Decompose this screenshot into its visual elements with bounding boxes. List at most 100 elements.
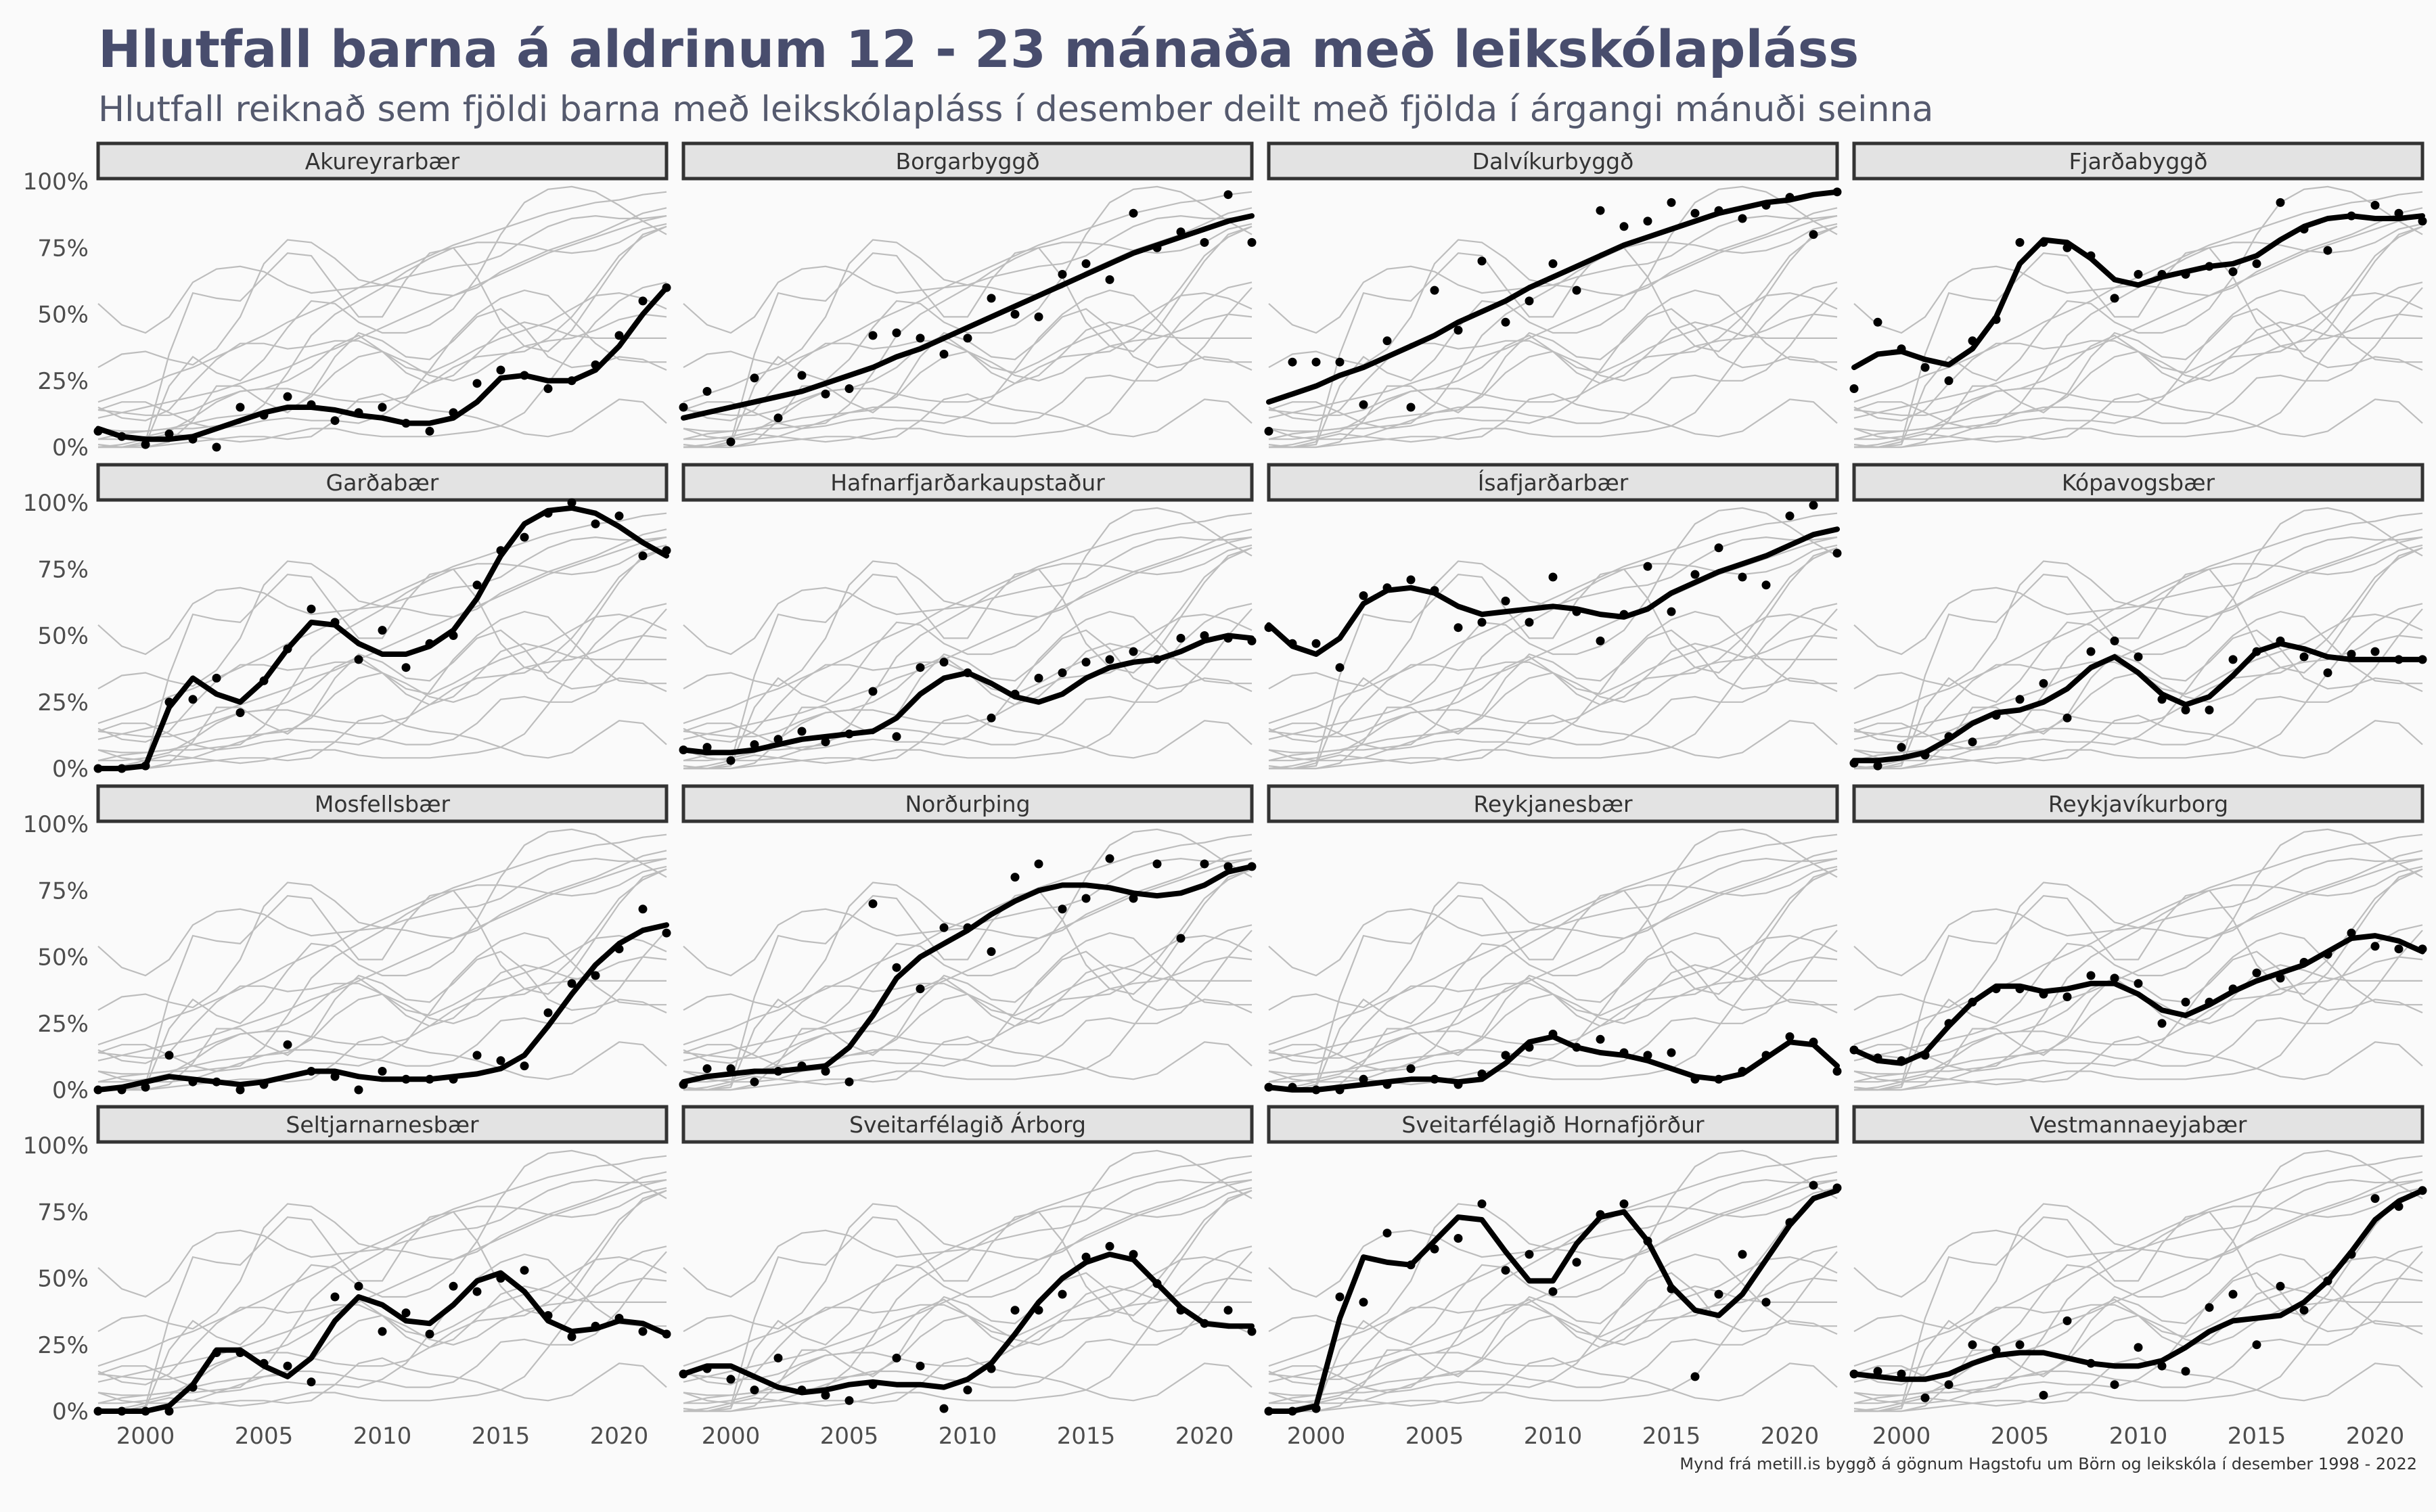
background-series-line bbox=[97, 610, 667, 751]
data-point bbox=[1873, 317, 1882, 327]
background-series-line bbox=[1268, 1189, 1838, 1380]
data-point bbox=[726, 1064, 736, 1074]
trend-line bbox=[1266, 526, 1840, 657]
x-tick-label: 2020 bbox=[1175, 1423, 1234, 1450]
data-point bbox=[1406, 575, 1416, 585]
background-series-line bbox=[683, 393, 1253, 449]
background-series-line bbox=[683, 292, 1253, 421]
data-point bbox=[259, 411, 269, 420]
data-point bbox=[2039, 990, 2048, 999]
data-point bbox=[2205, 262, 2214, 271]
background-series-line bbox=[683, 932, 1252, 1072]
data-point bbox=[307, 604, 316, 614]
data-point bbox=[1477, 618, 1487, 627]
data-point bbox=[1081, 259, 1091, 269]
facet-strip-label: Sveitarfélagið Hornafjörður bbox=[1401, 1112, 1705, 1138]
data-point bbox=[188, 695, 198, 704]
data-point bbox=[1058, 270, 1067, 279]
data-point bbox=[1200, 631, 1209, 640]
background-series-line bbox=[97, 868, 667, 1059]
data-point bbox=[2181, 270, 2190, 279]
data-point bbox=[591, 360, 600, 369]
background-series-line bbox=[683, 528, 1253, 656]
data-point bbox=[987, 947, 996, 957]
data-point bbox=[2039, 237, 2048, 247]
data-point bbox=[1761, 1298, 1771, 1307]
background-series-line bbox=[1853, 850, 2423, 977]
data-point bbox=[2299, 1306, 2309, 1315]
background-series-line bbox=[683, 281, 1253, 449]
data-point bbox=[1897, 344, 1906, 354]
background-series-line bbox=[683, 1189, 1253, 1380]
data-point bbox=[2394, 655, 2404, 664]
data-point bbox=[1785, 511, 1795, 521]
background-series-line bbox=[1853, 1179, 2423, 1383]
data-point bbox=[1832, 549, 1842, 558]
background-series-line bbox=[98, 1189, 667, 1413]
data-point bbox=[773, 1353, 783, 1362]
y-tick-label: 25% bbox=[37, 1011, 89, 1038]
data-point bbox=[939, 1404, 949, 1413]
background-series-line bbox=[1268, 287, 1838, 440]
data-point bbox=[1081, 658, 1091, 667]
data-point bbox=[1152, 1279, 1162, 1288]
x-tick-label: 2020 bbox=[590, 1423, 649, 1450]
data-point bbox=[1548, 572, 1558, 582]
data-point bbox=[679, 1080, 688, 1089]
data-point bbox=[821, 1067, 830, 1076]
data-point bbox=[1335, 1292, 1345, 1302]
x-tick-label: 2000 bbox=[1287, 1423, 1346, 1450]
data-point bbox=[1897, 743, 1906, 752]
data-point bbox=[354, 1085, 363, 1095]
data-point bbox=[797, 371, 807, 380]
data-point bbox=[2062, 713, 2072, 723]
data-point bbox=[212, 442, 221, 452]
data-point bbox=[939, 350, 949, 359]
data-point bbox=[1968, 997, 1977, 1007]
data-point bbox=[1453, 325, 1463, 335]
background-series-line bbox=[1853, 1245, 2423, 1413]
data-point bbox=[2086, 1358, 2096, 1368]
data-point bbox=[868, 1380, 878, 1390]
data-point bbox=[1572, 607, 1581, 616]
x-tick-label: 2000 bbox=[702, 1423, 761, 1450]
data-point bbox=[1619, 610, 1629, 619]
data-point bbox=[117, 1085, 127, 1095]
facet-panel: Akureyrarbær 0% 25% 50% 75% 100% bbox=[23, 141, 671, 461]
data-point bbox=[1501, 596, 1510, 605]
data-point bbox=[1785, 1032, 1795, 1041]
data-point bbox=[2157, 1019, 2167, 1028]
data-point bbox=[378, 626, 387, 635]
data-point bbox=[1572, 1043, 1581, 1052]
data-point bbox=[1200, 859, 1209, 869]
data-point bbox=[2276, 636, 2285, 645]
data-point bbox=[354, 655, 363, 664]
data-point bbox=[2110, 636, 2119, 645]
data-point bbox=[1359, 1298, 1368, 1307]
data-point bbox=[939, 658, 949, 667]
data-point bbox=[567, 498, 577, 507]
data-point bbox=[868, 687, 878, 696]
data-point bbox=[1081, 1252, 1091, 1262]
data-point bbox=[1809, 230, 1818, 239]
facet-strip-label: Garðabær bbox=[326, 469, 439, 496]
background-series-line bbox=[1853, 833, 2423, 1046]
data-point bbox=[93, 426, 103, 436]
data-point bbox=[1525, 1043, 1534, 1052]
background-series-line bbox=[1853, 215, 2423, 419]
data-point bbox=[750, 740, 759, 750]
data-point bbox=[2299, 652, 2309, 662]
background-series-line bbox=[1268, 281, 1838, 449]
data-point bbox=[750, 1385, 759, 1395]
chart-subtitle: Hlutfall reiknað sem fjöldi barna með le… bbox=[98, 89, 1934, 130]
data-point bbox=[141, 1406, 150, 1416]
facet-strip-label: Mosfellsbær bbox=[315, 791, 451, 817]
facet-strip bbox=[1267, 1105, 1839, 1144]
data-point bbox=[141, 1082, 150, 1092]
background-series-line bbox=[683, 287, 1253, 440]
data-point bbox=[1200, 237, 1209, 247]
facet-panel: Reykjanesbær bbox=[1264, 784, 1842, 1095]
data-point bbox=[987, 294, 996, 303]
data-point bbox=[449, 408, 458, 417]
data-point bbox=[614, 944, 624, 954]
